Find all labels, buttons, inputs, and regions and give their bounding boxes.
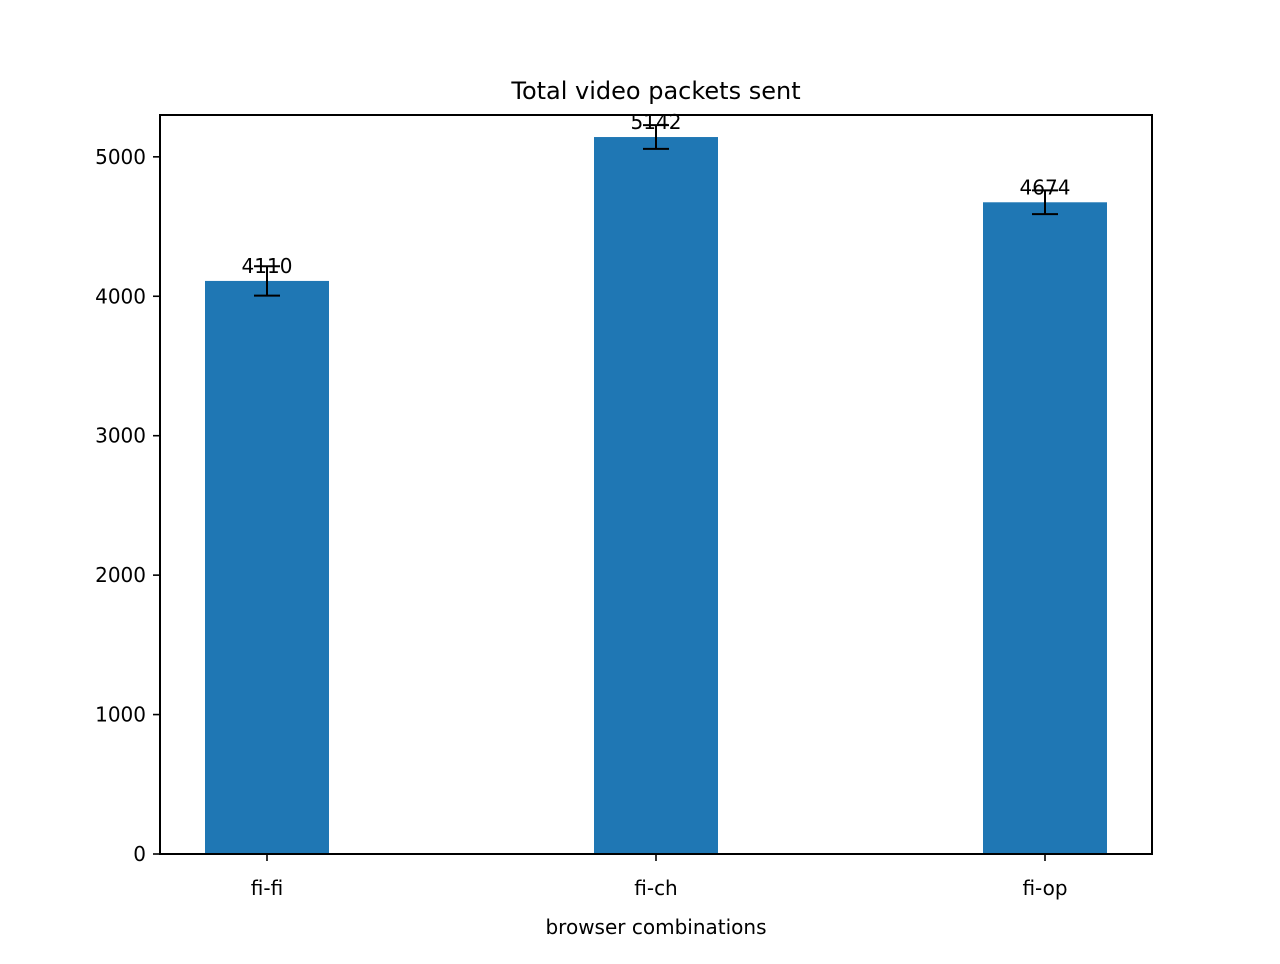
y-tick-label-1000: 1000 (95, 703, 146, 727)
value-label-fi-fi: 4110 (242, 254, 293, 278)
y-tick-label-3000: 3000 (95, 424, 146, 448)
y-tick-label-4000: 4000 (95, 284, 146, 308)
bars-layer (205, 137, 1107, 855)
x-tick-label-fi-op: fi-op (1022, 876, 1067, 900)
error-bar-fi-fi (254, 265, 280, 297)
error-bar-fi-op (1032, 189, 1058, 216)
x-tick-label-fi-ch: fi-ch (634, 876, 678, 900)
value-label-fi-ch: 5142 (631, 110, 682, 134)
y-tick-label-2000: 2000 (95, 563, 146, 587)
x-axis: fi-fi fi-ch fi-op (251, 854, 1068, 900)
y-tick-label-5000: 5000 (95, 145, 146, 169)
y-tick-label-0: 0 (133, 842, 146, 866)
value-labels-layer: 4110 5142 4674 (242, 110, 1071, 278)
chart-title: Total video packets sent (510, 77, 800, 105)
y-axis: 0 1000 2000 3000 4000 5000 (95, 145, 160, 866)
x-tick-label-fi-fi: fi-fi (251, 876, 283, 900)
error-bars-layer (254, 124, 1058, 297)
x-axis-label: browser combinations (545, 915, 766, 939)
value-label-fi-op: 4674 (1020, 175, 1071, 199)
bar-fi-fi (205, 280, 329, 855)
error-bar-fi-ch (643, 124, 669, 150)
bar-fi-ch (594, 137, 718, 854)
bar-fi-op (983, 202, 1107, 855)
